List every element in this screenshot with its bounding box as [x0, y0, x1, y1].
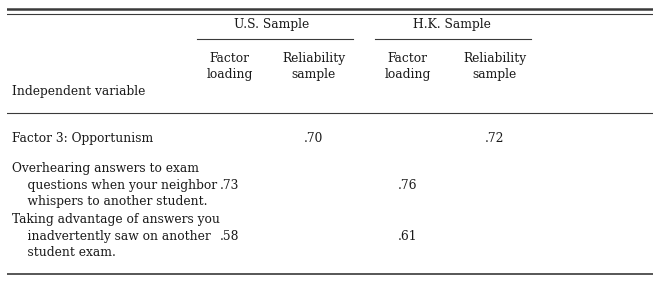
Text: .70: .70 — [304, 132, 323, 145]
Text: .61: .61 — [398, 230, 417, 243]
Text: .58: .58 — [220, 230, 240, 243]
Text: .76: .76 — [398, 179, 417, 192]
Text: Overhearing answers to exam
    questions when your neighbor
    whispers to ano: Overhearing answers to exam questions wh… — [12, 162, 217, 208]
Text: U.S. Sample: U.S. Sample — [234, 18, 310, 31]
Text: Independent variable: Independent variable — [12, 85, 145, 98]
Text: Reliability
sample: Reliability sample — [282, 52, 345, 81]
Text: Reliability
sample: Reliability sample — [463, 52, 527, 81]
Text: Factor
loading: Factor loading — [384, 52, 431, 81]
Text: .72: .72 — [485, 132, 505, 145]
Text: Factor
loading: Factor loading — [207, 52, 253, 81]
Text: Taking advantage of answers you
    inadvertently saw on another
    student exa: Taking advantage of answers you inadvert… — [12, 213, 220, 259]
Text: Factor 3: Opportunism: Factor 3: Opportunism — [12, 132, 153, 145]
Text: H.K. Sample: H.K. Sample — [412, 18, 490, 31]
Text: .73: .73 — [220, 179, 240, 192]
